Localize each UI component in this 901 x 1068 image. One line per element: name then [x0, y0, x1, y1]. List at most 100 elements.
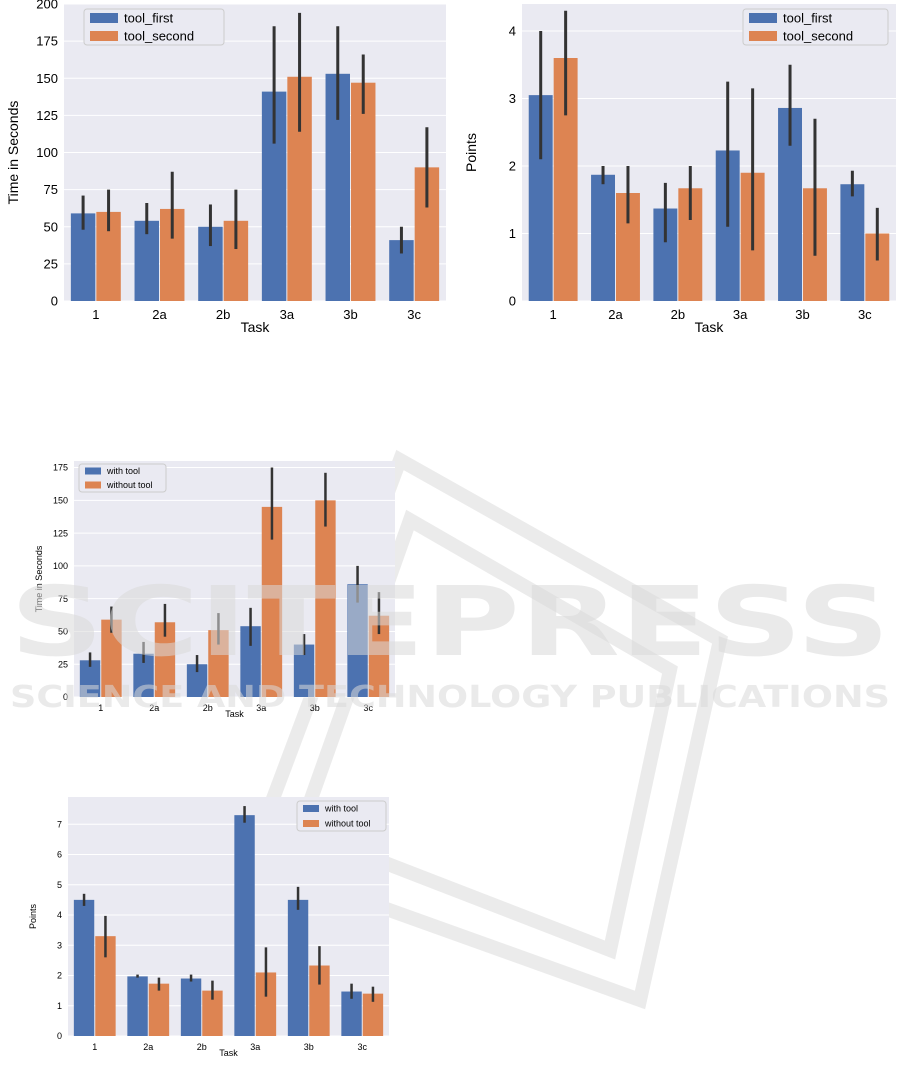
legend-swatch [303, 820, 319, 827]
x-tick-label: 3c [363, 703, 373, 713]
bar [865, 233, 890, 301]
bar [127, 976, 148, 1036]
bar [79, 660, 101, 697]
x-tick-label: 2a [152, 307, 167, 322]
x-axis-label: Task [695, 319, 725, 335]
bar [101, 619, 122, 697]
y-tick-label: 4 [509, 24, 516, 39]
y-tick-label: 100 [53, 561, 68, 571]
legend-swatch [303, 805, 319, 812]
watermark-text: SCITEPRESS SCIENCE AND TECHNOLOGY PUBLIC… [10, 566, 890, 715]
legend-box [742, 8, 889, 46]
x-axis-label: Task [241, 319, 271, 335]
x-tick-label: 3b [310, 703, 320, 713]
x-tick-label: 1 [92, 1042, 97, 1052]
bar [315, 500, 336, 697]
watermark-line2: SCIENCE AND TECHNOLOGY PUBLICATIONS [10, 680, 890, 715]
legend-swatch [749, 13, 777, 23]
legend-box [296, 800, 387, 832]
bar [202, 990, 223, 1036]
plot-area [68, 797, 389, 1036]
bar [778, 107, 802, 301]
bar [95, 936, 116, 1036]
y-tick-label: 0 [57, 1031, 62, 1041]
x-tick-label: 2a [608, 307, 623, 322]
chart-time-tool-order: 0 25 50 75 100 125 150 175 200 1 2a 2b 3a 3b 3c Task Tim… [5, 0, 446, 335]
y-tick-label: 0 [51, 294, 58, 309]
bar [840, 184, 865, 301]
bar [133, 653, 154, 697]
x-tick-label: 1 [98, 703, 103, 713]
legend: with tool without tool [78, 463, 167, 493]
y-tick-label: 175 [53, 463, 68, 473]
y-tick-label: 200 [36, 0, 58, 12]
y-tick-label: 150 [36, 71, 58, 86]
chart-time-with-without-tool: 0 25 50 75 100 125 150 175 1 2a 2b 3a 3b 3c Task Time i… [34, 461, 395, 719]
legend-swatch [90, 31, 118, 41]
bar [73, 899, 95, 1036]
y-axis-label: Time in Seconds [5, 101, 21, 205]
bar [180, 978, 202, 1036]
bar [678, 188, 703, 301]
plot-area [522, 4, 896, 301]
bar [208, 630, 229, 697]
legend-label: with tool [106, 466, 140, 476]
x-tick-label: 3a [250, 1042, 260, 1052]
bar [653, 208, 678, 301]
y-tick-label: 2 [509, 159, 516, 174]
legend-label: tool_second [124, 29, 194, 44]
y-tick-label: 125 [36, 108, 58, 123]
legend-swatch [749, 31, 777, 41]
x-tick-label: 3a [733, 307, 748, 322]
x-tick-label: 3a [256, 703, 266, 713]
bar [341, 991, 362, 1036]
chart-points-tool-order: 0 1 2 3 4 1 2a 2b 3a 3b 3c Task Points tool_firsttool… [463, 4, 896, 335]
legend-label: tool_second [783, 29, 853, 44]
x-tick-label: 3b [795, 307, 809, 322]
legend-swatch [85, 467, 101, 475]
y-tick-label: 50 [44, 219, 58, 234]
y-tick-label: 75 [44, 182, 58, 197]
x-tick-label: 2b [203, 703, 213, 713]
x-tick-label: 2b [216, 307, 230, 322]
y-tick-label: 1 [57, 1001, 62, 1011]
x-axis-label: Task [225, 709, 244, 719]
legend: with tool without tool [296, 800, 387, 832]
bar [528, 95, 553, 301]
legend-label: without tool [324, 819, 371, 829]
y-tick-label: 0 [509, 294, 516, 309]
bar [234, 815, 255, 1036]
y-tick-label: 0 [63, 692, 68, 702]
x-tick-label: 3c [407, 307, 421, 322]
legend-label: tool_first [124, 11, 174, 26]
legend-label: with tool [324, 804, 358, 814]
legend-box [83, 8, 225, 46]
legend-swatch [85, 481, 101, 489]
x-tick-label: 1 [550, 307, 557, 322]
bar [347, 584, 368, 697]
bar [148, 983, 170, 1036]
x-tick-label: 3c [357, 1042, 367, 1052]
watermark-line1: SCITEPRESS [10, 566, 890, 678]
x-tick-label: 2a [149, 703, 159, 713]
y-tick-label: 175 [36, 34, 58, 49]
legend-label: without tool [106, 480, 153, 490]
bar [616, 193, 640, 301]
bar [368, 615, 390, 697]
y-tick-label: 75 [58, 594, 68, 604]
y-tick-label: 150 [53, 495, 68, 505]
bar [240, 626, 261, 697]
y-axis-label: Points [463, 133, 479, 172]
y-tick-label: 25 [44, 256, 58, 271]
legend-label: tool_first [783, 11, 833, 26]
y-tick-label: 7 [57, 819, 62, 829]
y-tick-label: 3 [57, 940, 62, 950]
y-tick-label: 5 [57, 880, 62, 890]
bar [553, 58, 578, 301]
bar [261, 506, 283, 697]
x-tick-label: 2b [671, 307, 685, 322]
y-axis-label: Points [28, 903, 38, 929]
bar [351, 82, 376, 301]
